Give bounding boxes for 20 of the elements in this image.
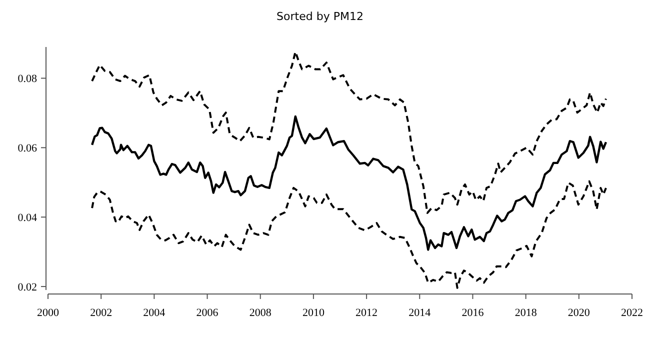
x-tick-label: 2008 xyxy=(249,307,272,319)
x-tick-label: 2020 xyxy=(568,307,590,319)
x-tick-label: 2002 xyxy=(90,307,112,319)
chart-title: Sorted by PM12 xyxy=(276,10,364,23)
x-tick-label: 2014 xyxy=(408,307,432,319)
line-series xyxy=(91,50,607,214)
x-tick-label: 2022 xyxy=(621,307,643,319)
x-tick-label: 2018 xyxy=(514,307,538,319)
y-tick-label: 0.08 xyxy=(18,73,38,86)
y-tick-label: 0.04 xyxy=(18,212,38,224)
x-tick-label: 2016 xyxy=(462,307,484,319)
y-tick-label: 0.06 xyxy=(18,142,38,155)
line-series xyxy=(91,180,607,289)
x-tick-label: 2006 xyxy=(196,307,219,319)
x-tick-label: 2010 xyxy=(302,307,325,319)
x-tick-label: 2012 xyxy=(356,307,378,319)
x-tick-label: 2004 xyxy=(143,307,166,319)
x-tick-label: 2000 xyxy=(37,307,60,319)
y-tick-label: 0.02 xyxy=(18,281,37,294)
line-series xyxy=(90,115,608,251)
